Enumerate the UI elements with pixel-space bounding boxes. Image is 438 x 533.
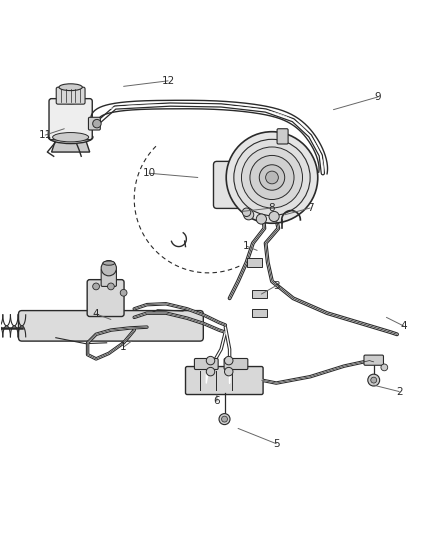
FancyBboxPatch shape xyxy=(56,87,85,104)
Circle shape xyxy=(107,283,114,290)
FancyBboxPatch shape xyxy=(277,129,288,144)
Circle shape xyxy=(222,416,227,422)
Circle shape xyxy=(242,208,251,216)
Circle shape xyxy=(241,147,303,208)
Circle shape xyxy=(244,209,254,220)
Text: 1: 1 xyxy=(243,241,250,251)
Circle shape xyxy=(371,377,377,383)
Ellipse shape xyxy=(53,133,88,142)
Circle shape xyxy=(206,357,215,365)
FancyBboxPatch shape xyxy=(194,359,218,369)
Text: 6: 6 xyxy=(214,397,220,406)
Text: 7: 7 xyxy=(307,203,314,213)
FancyBboxPatch shape xyxy=(364,355,384,365)
Text: 4: 4 xyxy=(93,309,99,319)
Bar xyxy=(252,309,267,317)
Circle shape xyxy=(219,414,230,425)
FancyBboxPatch shape xyxy=(213,161,252,208)
Circle shape xyxy=(225,357,233,365)
Text: 4: 4 xyxy=(400,321,407,331)
Text: 9: 9 xyxy=(374,92,381,102)
Bar xyxy=(247,258,262,266)
Ellipse shape xyxy=(48,131,93,143)
Bar xyxy=(252,290,267,298)
Circle shape xyxy=(120,289,127,296)
Circle shape xyxy=(225,367,233,376)
Ellipse shape xyxy=(59,84,82,91)
Text: 10: 10 xyxy=(142,168,155,178)
Text: 3: 3 xyxy=(273,280,279,290)
Circle shape xyxy=(101,261,117,276)
Circle shape xyxy=(259,165,285,190)
Text: 1: 1 xyxy=(120,342,127,352)
Circle shape xyxy=(368,374,380,386)
Circle shape xyxy=(250,156,294,199)
Text: 5: 5 xyxy=(273,439,279,449)
Circle shape xyxy=(269,212,279,222)
FancyBboxPatch shape xyxy=(18,311,203,341)
Polygon shape xyxy=(52,139,90,152)
Text: 8: 8 xyxy=(268,203,276,213)
Ellipse shape xyxy=(57,96,85,104)
Text: 11: 11 xyxy=(39,130,52,140)
FancyBboxPatch shape xyxy=(186,367,263,394)
Circle shape xyxy=(234,139,310,216)
Circle shape xyxy=(256,214,266,224)
FancyBboxPatch shape xyxy=(87,280,124,317)
Text: 12: 12 xyxy=(162,76,175,86)
Text: 2: 2 xyxy=(396,386,403,397)
FancyBboxPatch shape xyxy=(101,269,117,286)
FancyBboxPatch shape xyxy=(224,359,248,369)
FancyBboxPatch shape xyxy=(49,99,92,140)
Circle shape xyxy=(226,132,318,223)
Circle shape xyxy=(93,119,101,128)
FancyBboxPatch shape xyxy=(88,117,100,130)
Ellipse shape xyxy=(103,261,115,265)
Circle shape xyxy=(381,364,388,371)
Circle shape xyxy=(93,283,99,290)
Circle shape xyxy=(206,367,215,376)
Circle shape xyxy=(265,171,278,184)
